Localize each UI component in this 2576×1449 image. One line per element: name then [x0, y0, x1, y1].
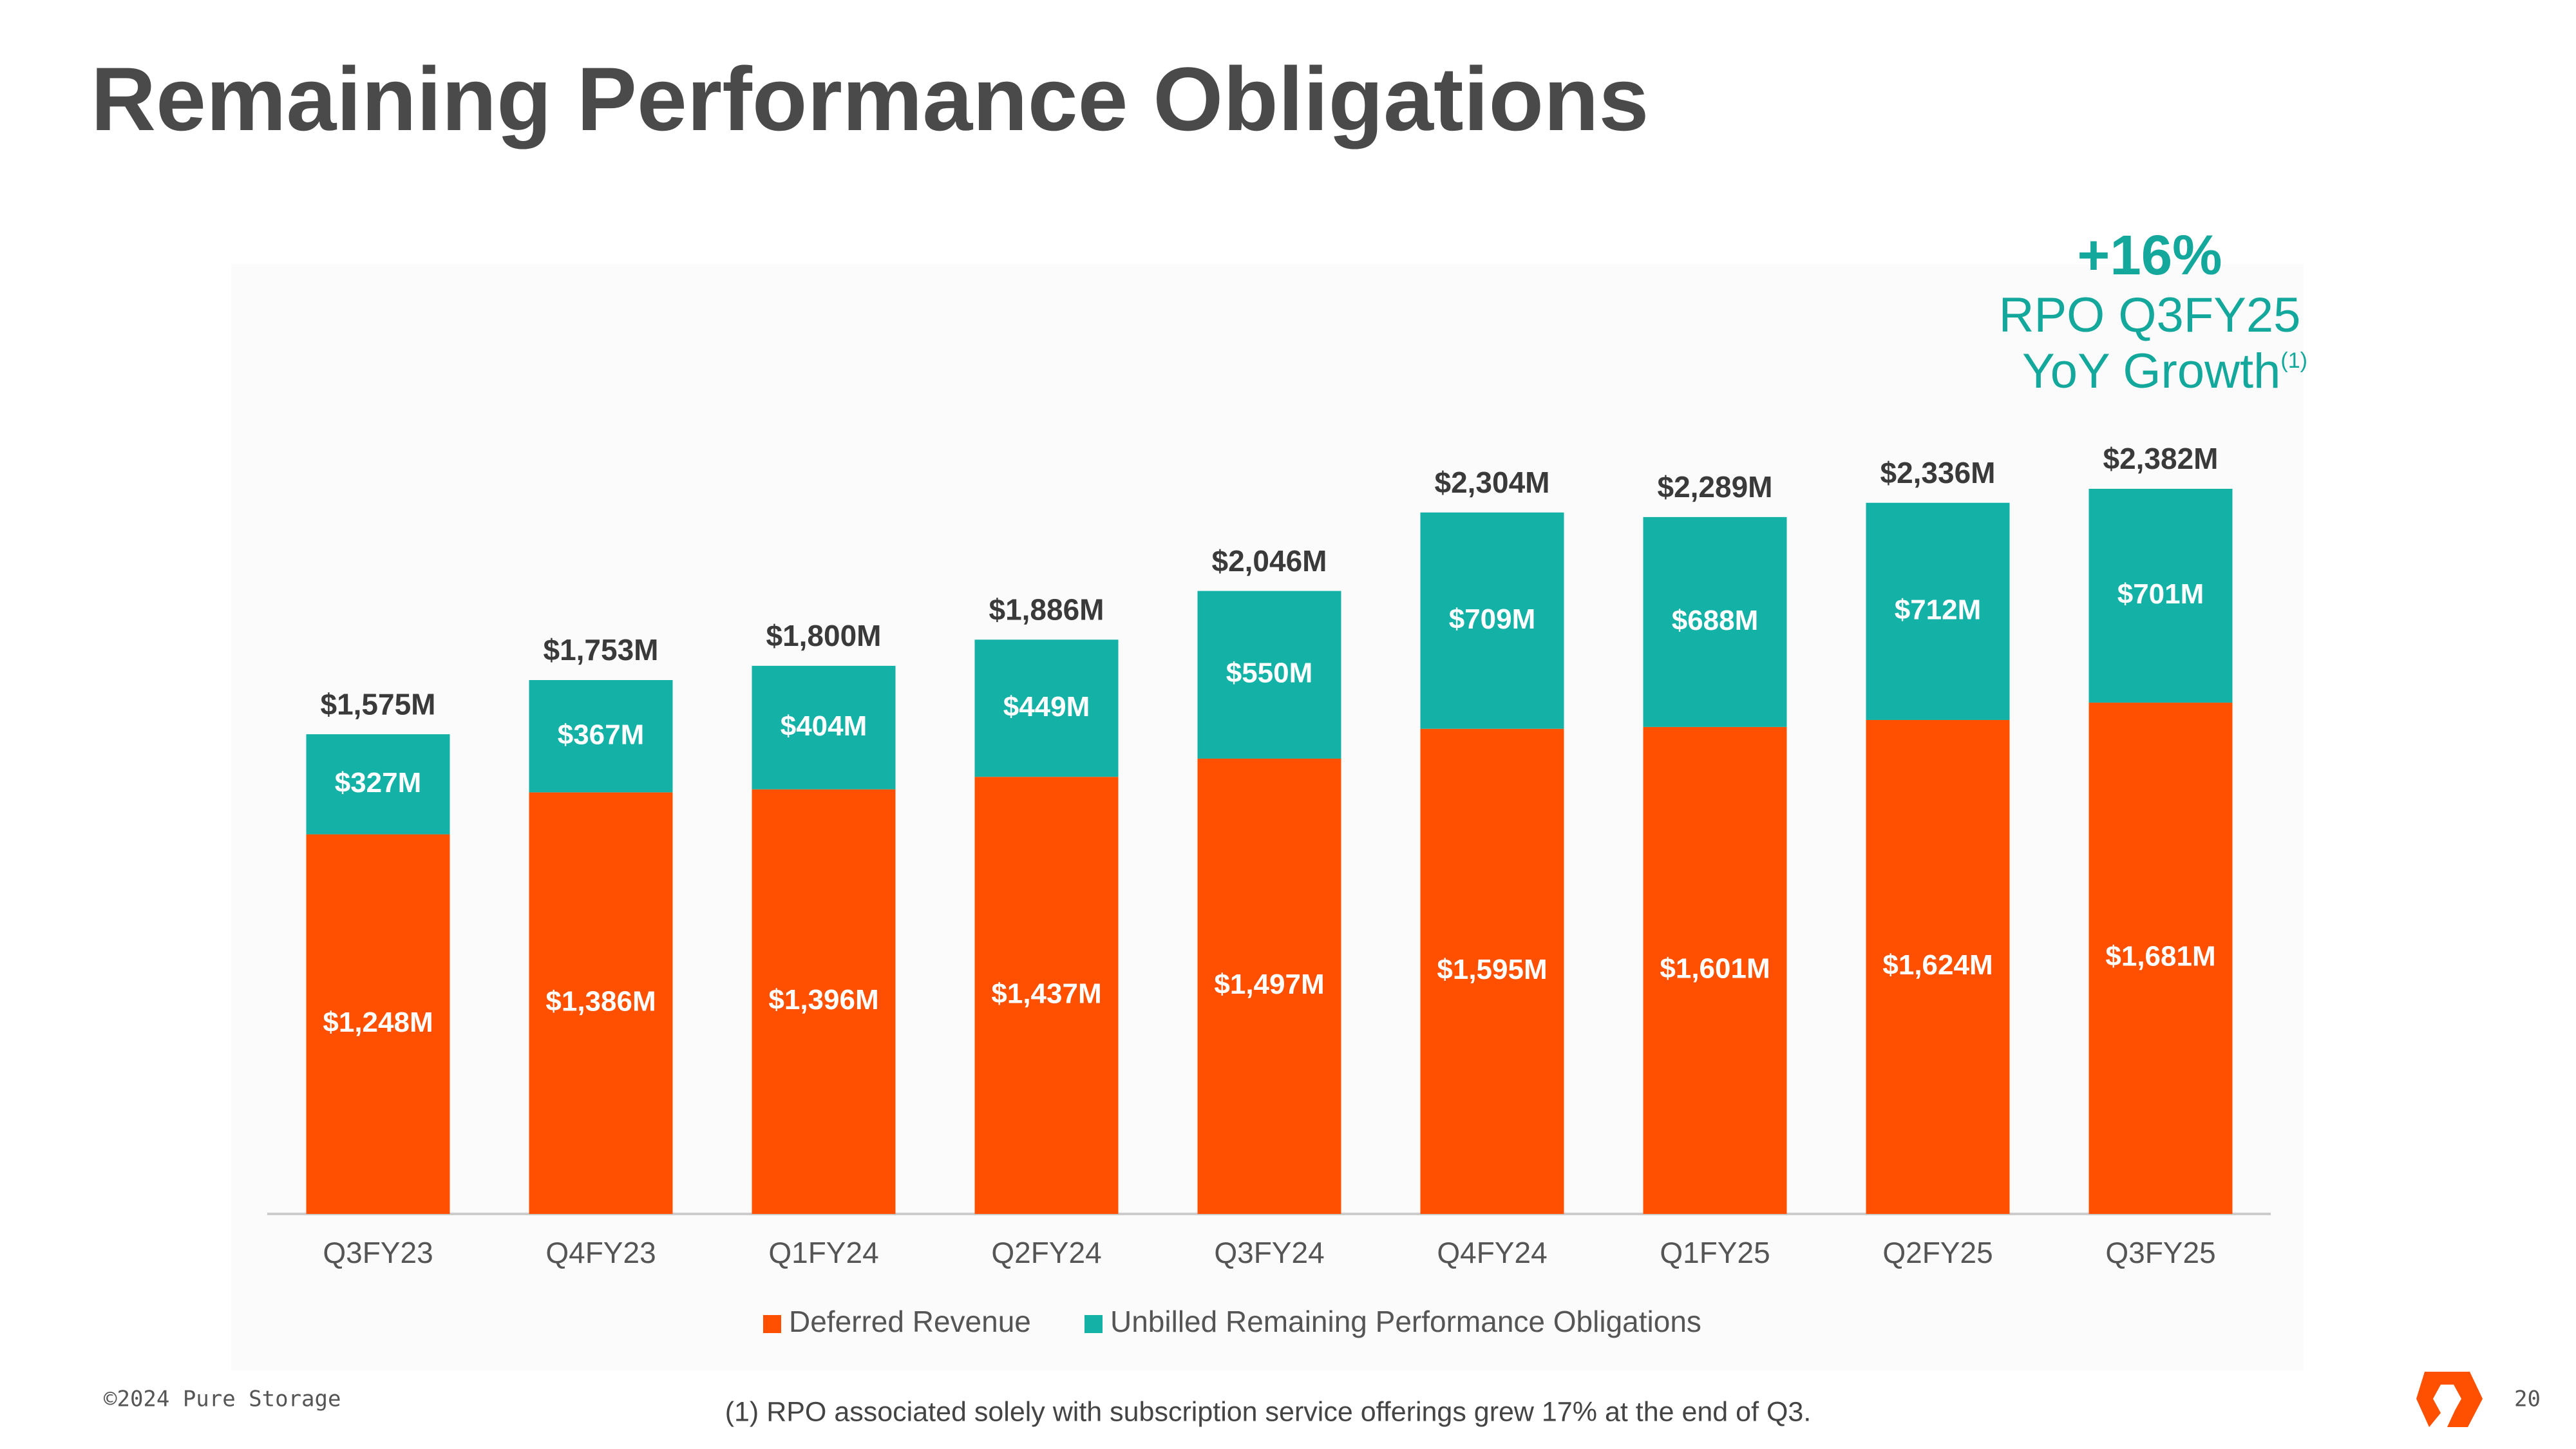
bar-segment: [529, 792, 673, 1214]
segment-label: $688M: [1672, 605, 1759, 636]
bar-segment: [2088, 489, 2233, 703]
total-label: $2,336M: [1880, 456, 1995, 489]
segment-label: $1,396M: [768, 984, 878, 1016]
total-label: $2,304M: [1434, 466, 1549, 499]
segment-label: $1,248M: [323, 1007, 433, 1038]
segment-label: $1,497M: [1214, 969, 1324, 1000]
segment-label: $709M: [1449, 603, 1536, 635]
segment-label: $701M: [2117, 578, 2204, 610]
total-label: $1,753M: [543, 633, 658, 667]
total-label: $1,575M: [320, 687, 435, 721]
bar-segment: [1866, 719, 2010, 1214]
x-tick-label: Q3FY23: [323, 1236, 433, 1269]
segment-label: $550M: [1226, 658, 1313, 689]
segment-label: $1,601M: [1660, 953, 1770, 985]
segment-label: $327M: [335, 767, 422, 799]
x-tick-label: Q3FY24: [1214, 1236, 1324, 1269]
segment-label: $404M: [781, 710, 867, 742]
segment-label: $1,437M: [991, 978, 1101, 1009]
annotation-line: RPO Q3FY25: [1999, 288, 2301, 343]
bar-segment: [1643, 726, 1787, 1214]
bar-segment: [974, 640, 1119, 777]
segment-label: $367M: [558, 719, 645, 750]
segment-label: $1,624M: [1882, 949, 1993, 981]
annotation-superscript: (1): [2280, 348, 2307, 373]
total-label: $2,046M: [1211, 544, 1327, 578]
slide-title: Remaining Performance Obligations: [91, 48, 1649, 149]
footnote: (1) RPO associated solely with subscript…: [725, 1396, 1812, 1427]
total-label: $2,289M: [1657, 470, 1772, 504]
segment-label: $712M: [1895, 594, 1982, 625]
page-number: 20: [2514, 1387, 2541, 1412]
x-tick-label: Q2FY25: [1882, 1236, 1993, 1269]
segment-label: $1,595M: [1437, 954, 1547, 985]
bar-segment: [2088, 703, 2233, 1214]
x-tick-label: Q1FY25: [1660, 1236, 1770, 1269]
x-tick-label: Q1FY24: [768, 1236, 878, 1269]
bar-segment: [1643, 517, 1787, 727]
bar-segment: [1197, 758, 1341, 1214]
total-label: $2,382M: [2103, 442, 2218, 475]
bar-segment: [306, 834, 450, 1214]
x-tick-label: Q2FY24: [991, 1236, 1101, 1269]
bar-segment: [1420, 728, 1564, 1214]
segment-label: $449M: [1003, 691, 1090, 723]
segment-label: $1,681M: [2105, 941, 2215, 972]
legend-label: Deferred Revenue: [789, 1305, 1031, 1338]
annotation-line: YoY Growth(1): [2022, 344, 2307, 399]
copyright: ©2024 Pure Storage: [104, 1387, 341, 1412]
legend-swatch: [763, 1315, 781, 1333]
total-label: $1,800M: [766, 619, 881, 652]
logo: [2416, 1372, 2483, 1427]
bar-segment: [306, 735, 450, 835]
x-tick-label: Q4FY23: [545, 1236, 656, 1269]
bar-segment: [974, 777, 1119, 1214]
legend-label: Unbilled Remaining Performance Obligatio…: [1110, 1305, 1701, 1338]
annotation-text: YoY Growth: [2022, 344, 2280, 399]
x-tick-label: Q4FY24: [1437, 1236, 1547, 1269]
total-label: $1,886M: [989, 592, 1104, 626]
x-tick-label: Q3FY25: [2105, 1236, 2215, 1269]
bar-segment: [1420, 513, 1564, 729]
bar-segment: [529, 681, 673, 793]
segment-label: $1,386M: [545, 985, 656, 1017]
legend-swatch: [1084, 1315, 1103, 1333]
bar-segment: [752, 789, 896, 1214]
annotation-headline: +16%: [2078, 224, 2222, 287]
bar-segment: [1866, 503, 2010, 720]
bar-segment: [1197, 591, 1341, 759]
bar-segment: [752, 666, 896, 790]
